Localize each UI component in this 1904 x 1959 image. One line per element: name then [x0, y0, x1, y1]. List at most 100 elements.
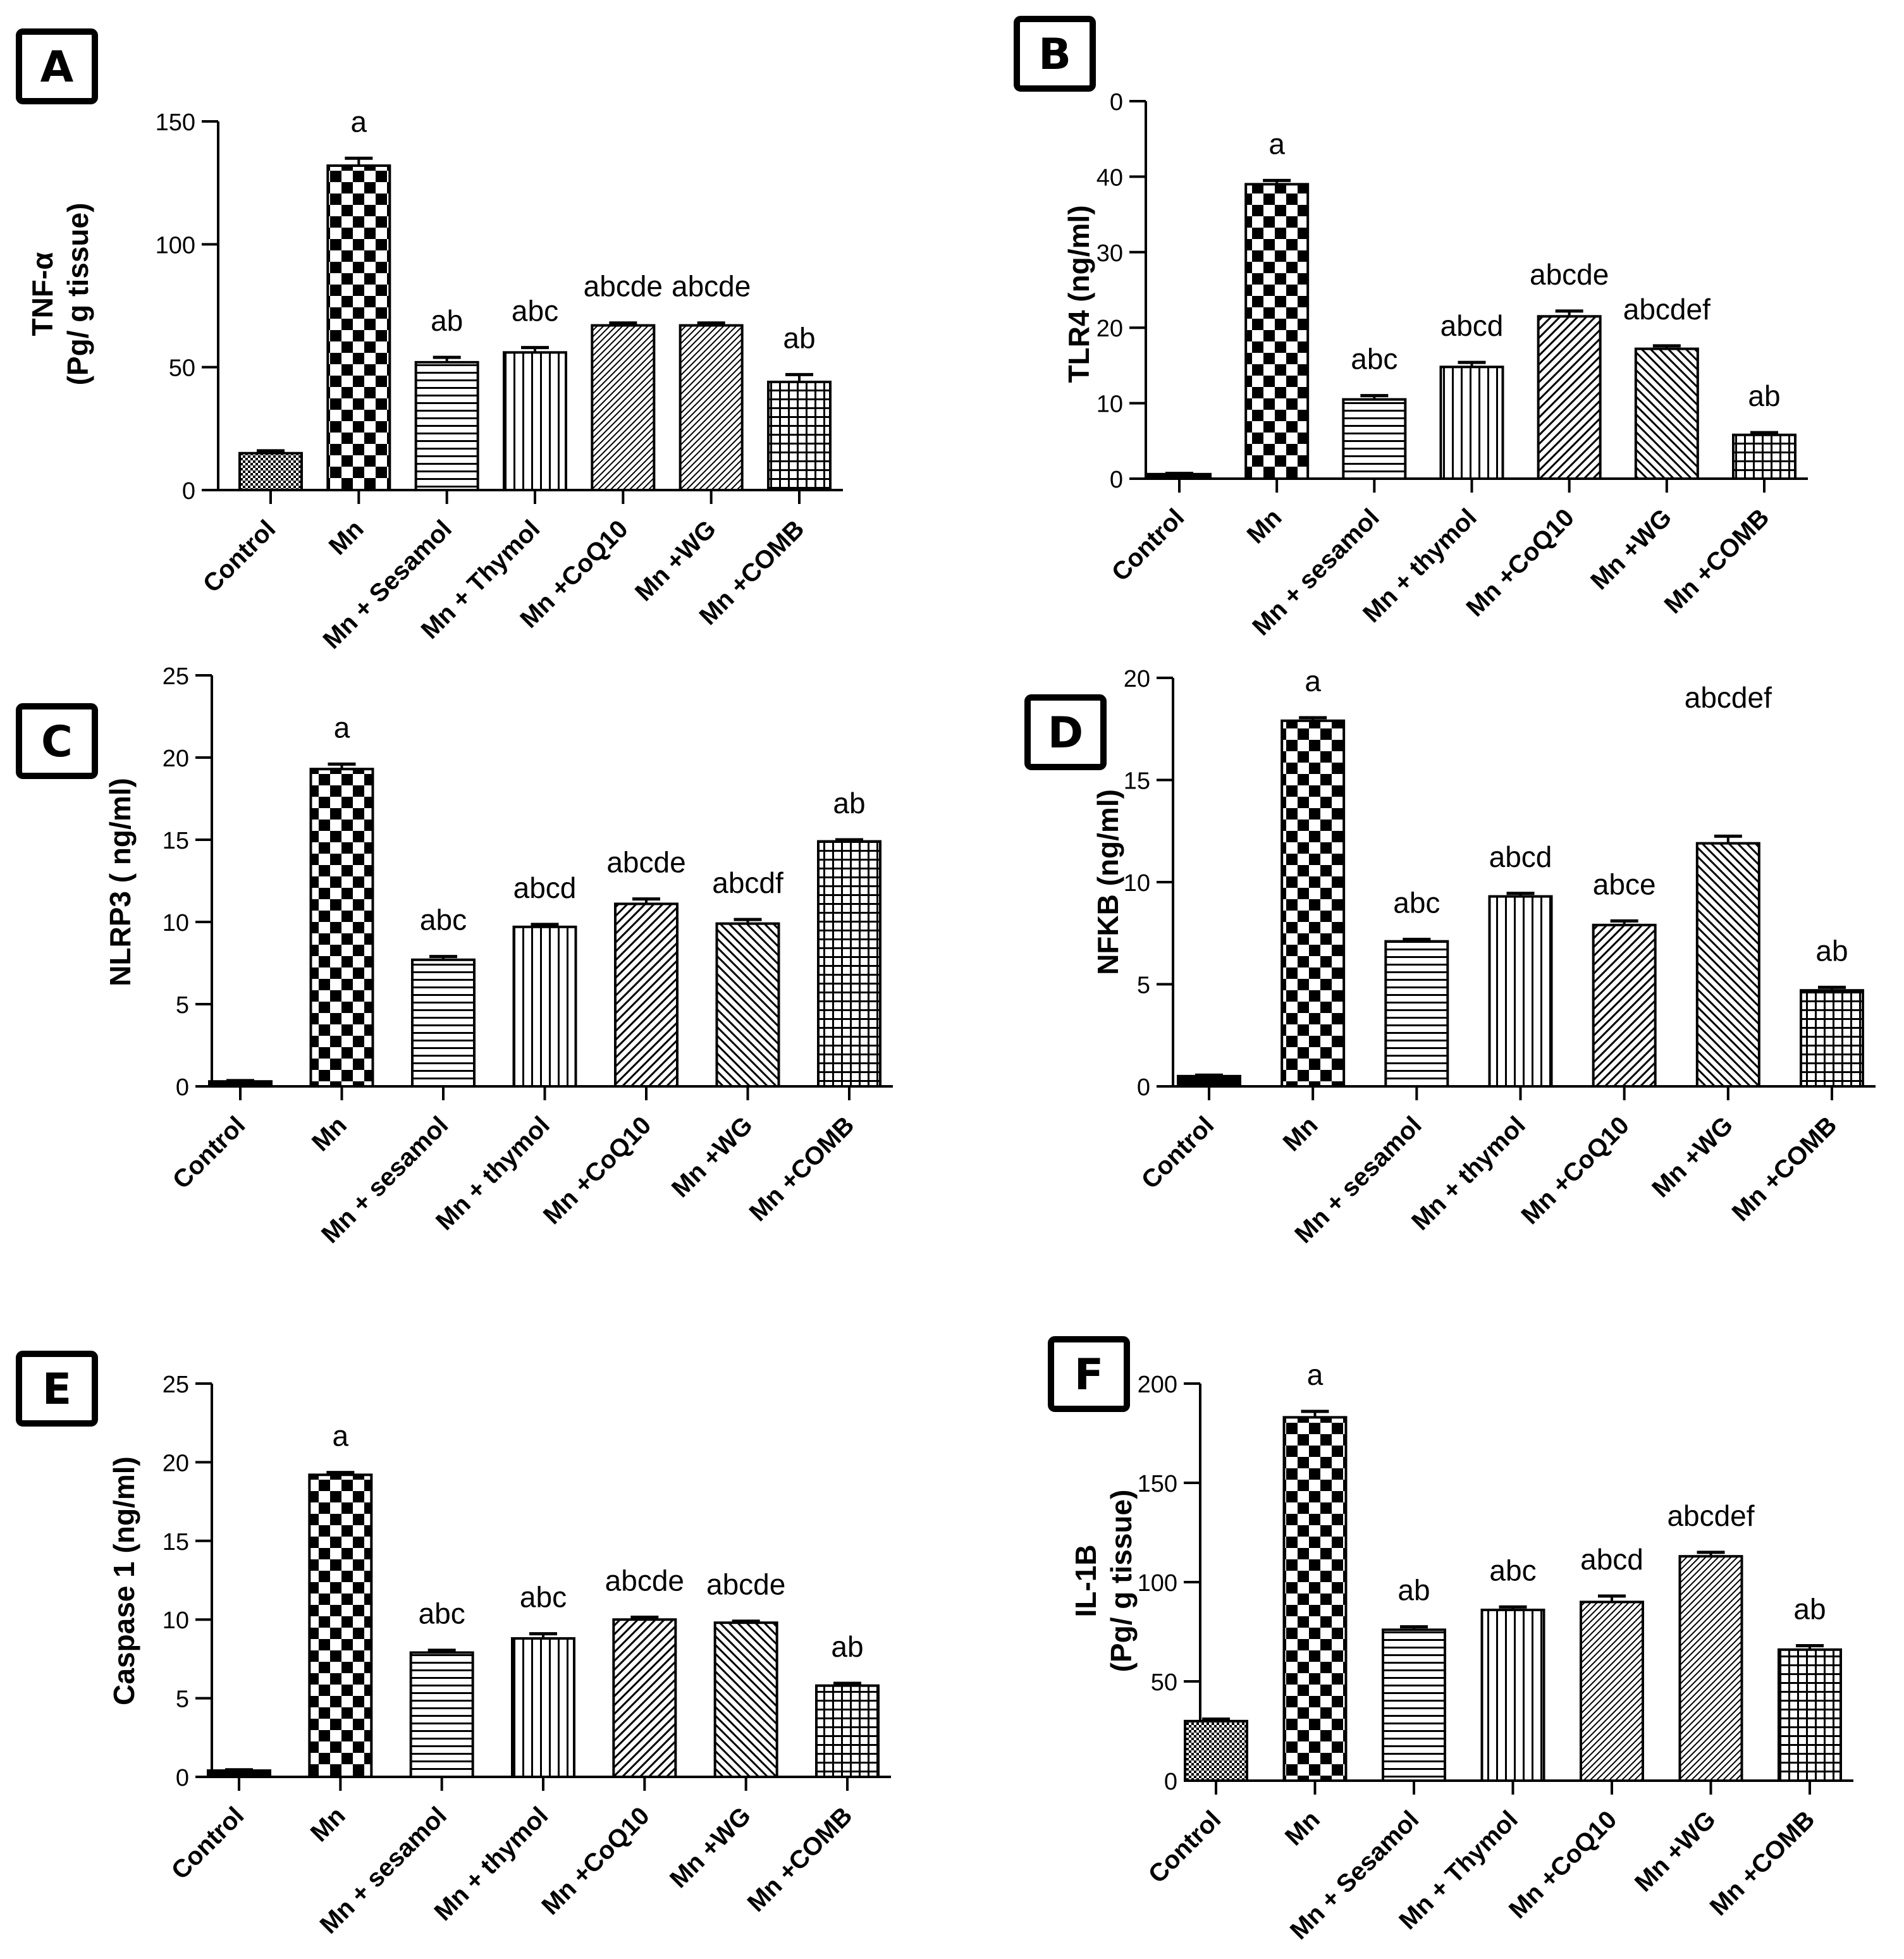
- x-tick-label: Control: [166, 1802, 250, 1885]
- significance-label: abcdef: [1623, 293, 1711, 326]
- significance-label: ab: [1793, 1592, 1826, 1625]
- panel-f: F 0 50 100 150 200 IL-1B (Pg/ g tissue) Control a…: [1048, 1336, 1853, 1945]
- y-tick-label: 20: [1096, 316, 1123, 342]
- x-tick-label: Mn +WG: [630, 515, 722, 606]
- y-axis-label: IL-1B: [1069, 1545, 1102, 1618]
- significance-label: ab: [1815, 934, 1848, 967]
- y-tick-label: 150: [156, 109, 195, 136]
- y-axis-label: NFKB (ng/ml): [1091, 789, 1124, 975]
- significance-label: abcde: [1530, 258, 1609, 291]
- x-tick-label: Mn +COMB: [744, 1111, 860, 1227]
- y-tick-label: 0: [176, 1074, 189, 1101]
- bar: [326, 164, 391, 491]
- bar: [512, 925, 577, 1088]
- bar: [238, 451, 303, 492]
- x-tick-label: Mn: [324, 515, 369, 560]
- bar: [1282, 1416, 1348, 1782]
- x-tick-label: Mn: [307, 1111, 352, 1157]
- bar: [815, 1684, 880, 1779]
- x-tick-label: Control: [1107, 503, 1190, 587]
- bar: [503, 351, 567, 492]
- y-tick-label: 20: [163, 1450, 189, 1477]
- panel-label: D: [1048, 708, 1083, 758]
- panel-label-box: [16, 1351, 98, 1427]
- bar: [409, 1651, 474, 1778]
- bar: [1342, 398, 1407, 481]
- bar: [1732, 433, 1797, 480]
- significance-label: abcde: [584, 270, 663, 303]
- panel-label: E: [42, 1365, 71, 1415]
- y-tick-label: 10: [1096, 391, 1123, 418]
- bar: [612, 1618, 677, 1778]
- significance-label: abcd: [1440, 309, 1504, 342]
- significance-label: ab: [783, 321, 815, 354]
- panel-a: A 0 50 100 150 TNF-α (Pg/ g tissue) Control a Mn a…: [16, 28, 843, 654]
- significance-label: abcd: [513, 871, 577, 904]
- panel-b: B 0 10 20 30 40 0 TLR4 (ng/ml) Control a Mn abc Mn +…: [1014, 16, 1808, 641]
- bar: [411, 958, 476, 1088]
- panel-label: C: [41, 717, 73, 767]
- x-tick-label: Mn +WG: [666, 1111, 758, 1203]
- significance-label: abcdf: [712, 866, 783, 899]
- x-tick-label: Mn +CoQ10: [1504, 1805, 1622, 1924]
- significance-label: a: [1268, 127, 1285, 160]
- panel-c: C 0 5 10 15 20 25 NLRP3 ( ng/ml) Control a Mn abc Mn…: [16, 663, 893, 1249]
- bar: [679, 324, 744, 491]
- panel-label-box: [16, 703, 98, 779]
- x-tick-label: Control: [1143, 1805, 1227, 1889]
- x-tick-label: Mn +WG: [665, 1802, 756, 1893]
- y-tick-label: 5: [1137, 973, 1150, 999]
- x-tick-label: Mn +COMB: [1705, 1805, 1821, 1921]
- y-tick-label: 25: [163, 663, 189, 690]
- y-tick-label: 150: [1138, 1471, 1177, 1497]
- x-tick-label: Control: [1136, 1111, 1220, 1194]
- panel-label-box: [1014, 16, 1096, 92]
- y-tick-label: 100: [156, 232, 195, 259]
- bar: [591, 324, 656, 491]
- panel-label-box: [1048, 1336, 1130, 1412]
- significance-label: abcde: [606, 846, 685, 879]
- bar: [767, 380, 832, 492]
- x-tick-label: Mn +CoQ10: [1516, 1111, 1635, 1229]
- bar: [1184, 1719, 1248, 1783]
- significance-label: abcde: [605, 1564, 684, 1597]
- y-tick-label: 0: [1164, 1769, 1177, 1795]
- significance-label: abc: [520, 1581, 567, 1614]
- bar: [308, 1473, 373, 1778]
- significance-label: ab: [1748, 379, 1780, 412]
- x-tick-label: Control: [198, 515, 281, 598]
- x-tick-label: Mn +COMB: [1659, 503, 1775, 619]
- significance-label: abc: [1351, 343, 1397, 376]
- bar: [1695, 842, 1760, 1088]
- bar: [1177, 1074, 1241, 1088]
- bar: [715, 922, 780, 1088]
- y-tick-label: 10: [163, 910, 189, 937]
- y-axis-label: Caspase 1 (ng/ml): [107, 1456, 140, 1705]
- y-tick-label: 0: [182, 478, 195, 505]
- y-axis-label: TNF-α: [26, 252, 59, 336]
- significance-label: a: [1307, 1358, 1324, 1391]
- y-tick-label: 10: [1124, 870, 1150, 897]
- x-tick-label: Mn +COMB: [1727, 1111, 1843, 1227]
- bar: [1480, 1608, 1545, 1782]
- x-tick-label: Mn +WG: [1585, 503, 1677, 595]
- y-tick-label: 50: [1151, 1669, 1177, 1696]
- bar: [1678, 1555, 1743, 1782]
- x-tick-label: Mn: [1278, 1111, 1324, 1157]
- panel-label-box: [1024, 694, 1107, 770]
- y-tick-label: 100: [1138, 1570, 1177, 1597]
- bar: [1384, 940, 1449, 1088]
- significance-label: abcde: [706, 1568, 785, 1601]
- y-tick-label: 200: [1138, 1372, 1177, 1398]
- bar: [614, 902, 679, 1088]
- significance-label: abc: [419, 1597, 465, 1630]
- x-tick-label: Mn +CoQ10: [538, 1111, 656, 1229]
- bar: [1580, 1600, 1644, 1782]
- bar: [1634, 347, 1699, 481]
- y-tick-label: 15: [163, 1529, 189, 1556]
- bar: [1592, 923, 1657, 1088]
- significance-label: abce: [1593, 868, 1656, 900]
- y-tick-label: 5: [176, 1686, 189, 1713]
